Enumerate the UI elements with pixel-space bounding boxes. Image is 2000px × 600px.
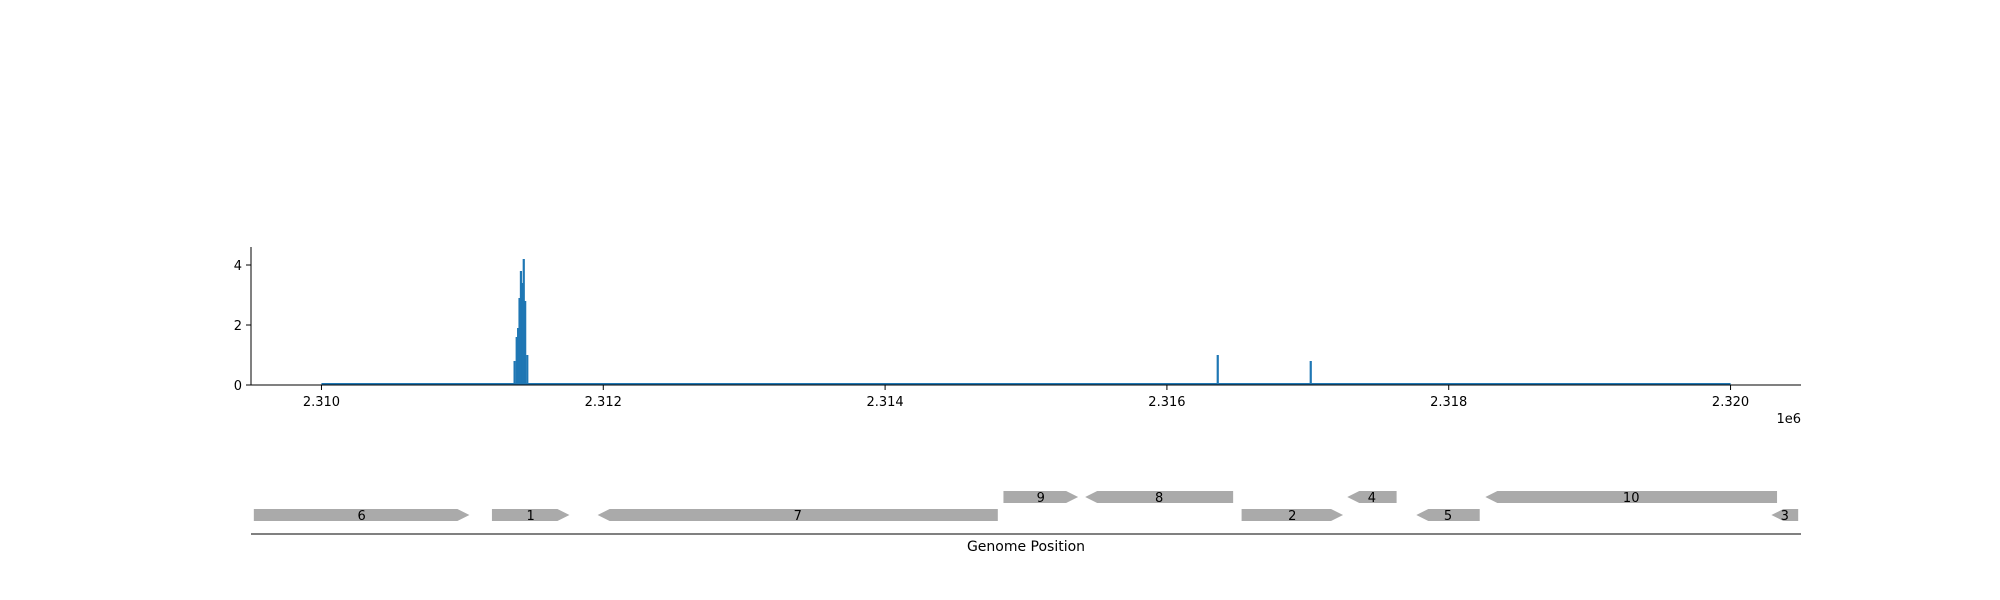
gene-arrow bbox=[597, 509, 998, 521]
coverage-bar bbox=[521, 283, 524, 385]
gene-arrow bbox=[1003, 491, 1079, 503]
gene-arrows: 6 1 7 9 8 2 4 5 10 3 bbox=[253, 491, 1799, 524]
gene-arrow bbox=[1085, 491, 1234, 503]
gene-arrow bbox=[1416, 509, 1480, 521]
coverage-bar bbox=[1216, 355, 1219, 385]
y-ticks: 0 2 4 bbox=[234, 259, 251, 394]
x-tick-label: 2.312 bbox=[585, 395, 622, 410]
coverage-bar bbox=[518, 298, 521, 385]
gene-label: 7 bbox=[794, 509, 802, 524]
gene-label: 6 bbox=[357, 509, 365, 524]
y-tick-label: 4 bbox=[234, 259, 242, 274]
gene-label: 10 bbox=[1623, 491, 1640, 506]
y-tick-label: 0 bbox=[234, 379, 242, 394]
gene-arrow bbox=[1347, 491, 1397, 503]
gene-label: 9 bbox=[1037, 491, 1045, 506]
x-axis-label: Genome Position bbox=[967, 539, 1085, 555]
coverage-bar bbox=[519, 271, 523, 385]
x-tick-label: 2.316 bbox=[1148, 395, 1185, 410]
coverage-bar bbox=[515, 337, 518, 385]
coverage-bars bbox=[513, 259, 1312, 385]
x-tick-label: 2.318 bbox=[1430, 395, 1467, 410]
gene-label: 2 bbox=[1288, 509, 1296, 524]
gene-map-panel: 6 1 7 9 8 2 4 5 10 3 Genome Position bbox=[251, 491, 1801, 555]
x-tick-label: 2.310 bbox=[303, 395, 340, 410]
gene-label: 5 bbox=[1444, 509, 1452, 524]
x-offset-label: 1e6 bbox=[1776, 412, 1801, 427]
gene-arrow bbox=[1485, 491, 1778, 503]
y-tick-label: 2 bbox=[234, 319, 242, 334]
x-tick-label: 2.320 bbox=[1712, 395, 1749, 410]
coverage-bar bbox=[524, 301, 527, 385]
gene-arrow bbox=[1241, 509, 1344, 521]
gene-label: 4 bbox=[1368, 491, 1376, 506]
coverage-bar bbox=[513, 361, 516, 385]
gene-label: 1 bbox=[527, 509, 535, 524]
coverage-panel: 0 2 4 2.310 2.312 2.314 2.316 2.318 2.320 1e6 bbox=[234, 247, 1801, 427]
gene-label: 3 bbox=[1781, 509, 1789, 524]
x-ticks: 2.310 2.312 2.314 2.316 2.318 2.320 bbox=[303, 385, 1749, 410]
gene-arrow bbox=[253, 509, 470, 521]
coverage-bar bbox=[517, 328, 520, 385]
gene-arrow bbox=[491, 509, 570, 521]
coverage-bar bbox=[526, 355, 529, 385]
gene-label: 8 bbox=[1155, 491, 1163, 506]
x-tick-label: 2.314 bbox=[866, 395, 903, 410]
gene-arrow bbox=[1771, 509, 1799, 521]
coverage-bar bbox=[1309, 361, 1312, 385]
coverage-bar bbox=[522, 259, 525, 385]
